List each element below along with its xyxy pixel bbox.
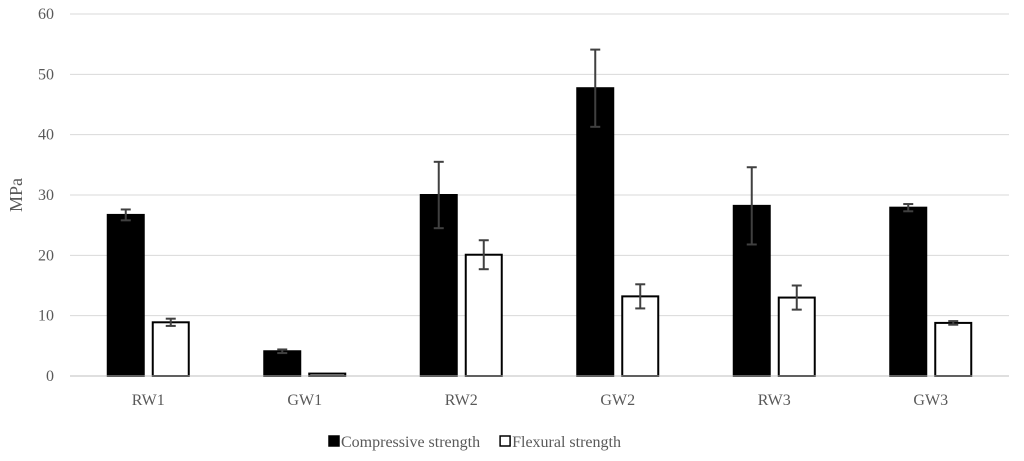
bar-RW2-series-1 <box>464 253 503 377</box>
y-tick-label-10: 10 <box>38 308 54 325</box>
x-tick-label-GW1: GW1 <box>287 392 322 409</box>
bar-GW2-series-0 <box>576 87 615 378</box>
legend-swatch-series-1 <box>499 435 511 447</box>
legend-label-series-0: Compressive strength <box>341 434 480 451</box>
x-tick-label-RW3: RW3 <box>758 392 791 409</box>
bar-GW3-series-0 <box>889 206 928 377</box>
gridlines <box>70 13 1009 317</box>
y-axis-ticks: 0 10 20 30 40 50 60 <box>38 6 54 385</box>
x-tick-label-RW1: RW1 <box>132 392 165 409</box>
y-tick-label-0: 0 <box>46 368 54 385</box>
error-bar-GW1-series-0 <box>277 348 288 355</box>
y-tick-label-30: 30 <box>38 187 54 204</box>
bar-GW3-series-1 <box>934 321 973 378</box>
x-tick-label-GW2: GW2 <box>600 392 635 409</box>
error-bar-GW3-series-1 <box>948 320 959 326</box>
legend: Compressive strength Flexural strength <box>328 434 621 451</box>
y-tick-label-20: 20 <box>38 247 54 264</box>
error-bar-RW1-series-0 <box>120 208 131 222</box>
error-bar-RW3-series-0 <box>746 166 757 246</box>
bar-GW2-series-1 <box>621 295 660 377</box>
legend-swatch-series-0 <box>328 435 340 447</box>
error-bar-GW2-series-1 <box>635 283 646 310</box>
error-bar-GW2-series-0 <box>590 48 601 128</box>
y-tick-label-60: 60 <box>38 6 54 23</box>
y-axis-title: MPa <box>6 178 26 212</box>
error-bar-GW3-series-0 <box>903 203 914 213</box>
legend-label-series-1: Flexural strength <box>512 434 621 451</box>
bar-GW1-series-0 <box>263 350 302 378</box>
x-tick-label-RW2: RW2 <box>445 392 478 409</box>
error-bar-RW1-series-1 <box>165 317 176 327</box>
error-bars <box>120 48 959 355</box>
bars <box>106 87 973 378</box>
bar-RW1-series-0 <box>106 213 145 377</box>
x-tick-label-GW3: GW3 <box>913 392 948 409</box>
x-axis-ticks: RW1 GW1 RW2 GW2 RW3 GW3 <box>132 392 948 409</box>
error-bar-RW2-series-1 <box>478 239 489 271</box>
error-bar-RW2-series-0 <box>433 160 444 230</box>
y-tick-label-40: 40 <box>38 127 54 144</box>
bar-RW1-series-1 <box>151 321 190 378</box>
y-tick-label-50: 50 <box>38 66 54 83</box>
error-bar-RW3-series-1 <box>791 284 802 311</box>
